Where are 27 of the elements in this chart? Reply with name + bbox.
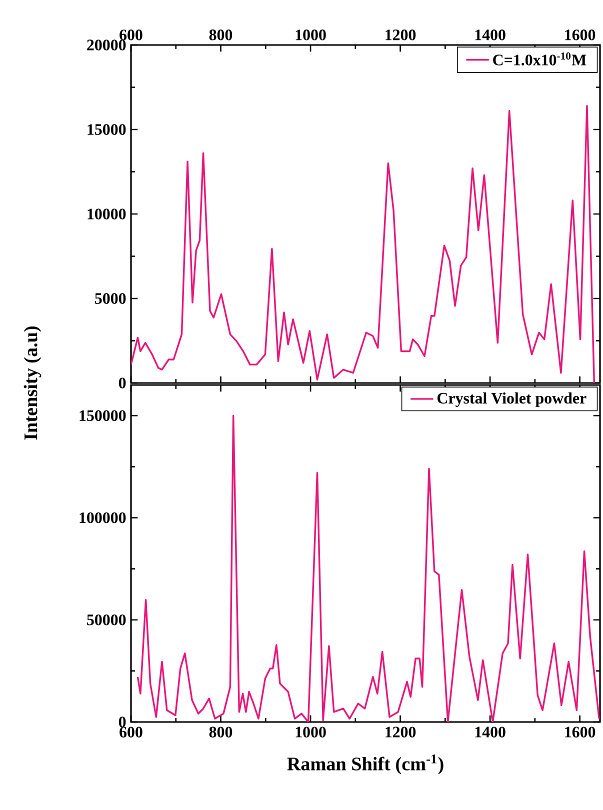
y-tick-label: 0 [118, 378, 126, 388]
x-tick-label: 1400 [475, 726, 506, 738]
x-tick-label: 1600 [565, 726, 596, 738]
legend-label: Crystal Violet powder [437, 392, 586, 407]
y-tick-label: 15000 [88, 124, 126, 135]
x-axis-title: Raman Shift (cm$^{-1}$) [287, 754, 444, 774]
x-tick-label: 1000 [296, 726, 326, 738]
y-tick-label: 150000 [80, 410, 126, 421]
y-tick-label: 10000 [88, 208, 126, 220]
x-tick-label: 1600 [565, 30, 596, 40]
x-tick-label: 1000 [296, 30, 326, 40]
x-tick-label: 1400 [475, 30, 506, 40]
line-series [131, 104, 596, 383]
line-series [136, 414, 600, 722]
y-axis-title: Intensity (a.u) [24, 326, 42, 440]
x-tick-label: 1200 [386, 726, 416, 738]
y-tick-label: 20000 [87, 40, 126, 50]
y-tick-label: 5000 [95, 293, 126, 304]
y-tick-label: 50000 [87, 614, 126, 626]
legend-label: C=1.0x10$^{-10}$M [493, 52, 586, 66]
y-tick-label: 100000 [80, 512, 126, 524]
x-tick-label: 800 [209, 726, 232, 738]
x-tick-label: 600 [120, 726, 142, 738]
x-tick-label: 600 [120, 30, 142, 40]
y-tick-label: 0 [118, 716, 126, 728]
x-tick-label: 800 [209, 30, 232, 40]
x-tick-label: 1200 [386, 30, 416, 40]
